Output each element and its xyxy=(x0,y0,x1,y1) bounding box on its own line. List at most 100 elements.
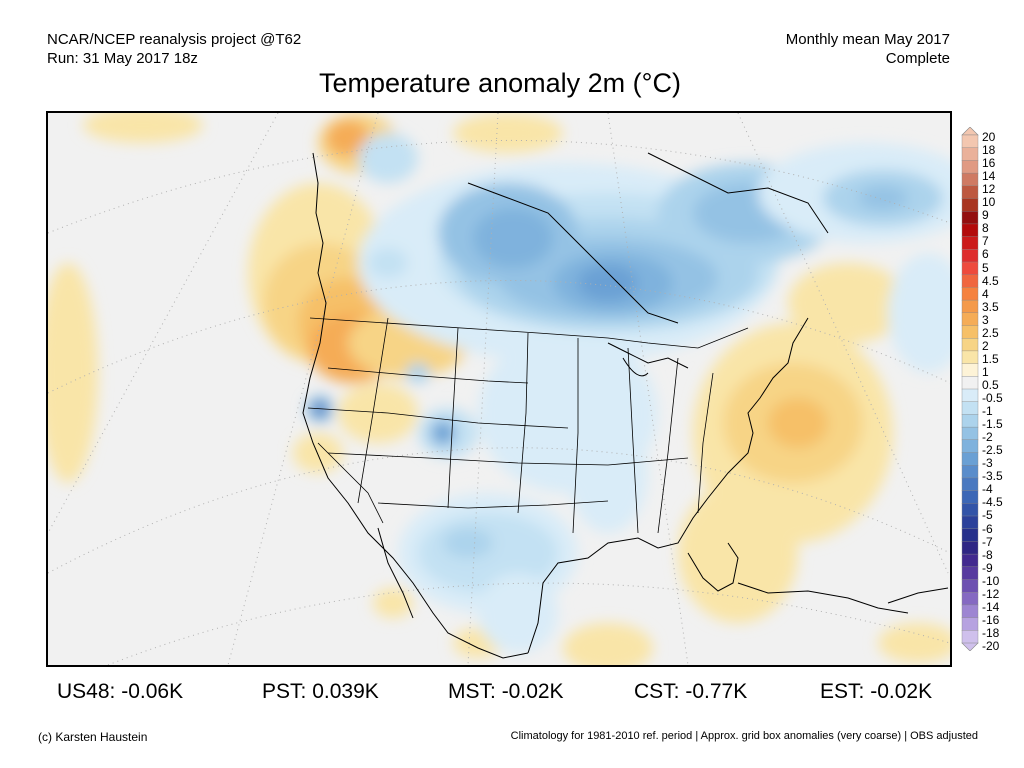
legend-swatch xyxy=(961,592,979,606)
legend-label: 12 xyxy=(982,182,996,197)
legend-swatch xyxy=(961,439,979,453)
legend-label: 7 xyxy=(982,234,989,249)
legend-swatch xyxy=(961,541,979,555)
stat-value: -0.77K xyxy=(685,680,748,703)
legend-label: -1.5 xyxy=(982,417,1003,432)
legend-labels: 20 18 16 14 12 10 9 8 7 6 5 4.5 4 3.5 3 2.5 2 1.5 1 0.5 -0.5… xyxy=(982,130,1022,653)
legend-swatch xyxy=(961,261,979,276)
color-legend xyxy=(958,127,982,651)
legend-swatch xyxy=(961,566,979,580)
legend-label: -18 xyxy=(982,625,1000,640)
legend-label: 10 xyxy=(982,195,996,210)
legend-label: 0.5 xyxy=(982,377,999,392)
legend-label: -0.5 xyxy=(982,391,1003,405)
legend-label: -1 xyxy=(982,404,993,419)
legend-swatch xyxy=(961,414,979,428)
stat-us48: US48: -0.06K xyxy=(57,680,183,704)
stat-est: EST: -0.02K xyxy=(820,680,932,704)
legend-label: 18 xyxy=(982,143,996,158)
stat-mst: MST: -0.02K xyxy=(448,680,564,704)
legend-swatch xyxy=(961,388,979,403)
legend-swatch xyxy=(961,134,979,149)
legend-label: 1 xyxy=(982,364,989,379)
legend-swatch xyxy=(961,426,979,441)
legend-label: -4.5 xyxy=(982,495,1003,510)
legend-label: -5 xyxy=(982,508,993,523)
legend-swatch xyxy=(961,604,979,619)
coastlines xyxy=(302,152,949,659)
legend-swatch xyxy=(961,579,979,593)
legend-label: -12 xyxy=(982,586,1000,601)
region-stats: US48: -0.06K PST: 0.039K MST: -0.02K CST… xyxy=(0,680,1024,706)
legend-swatch xyxy=(961,236,979,250)
legend-label: 8 xyxy=(982,221,989,236)
legend-label: -16 xyxy=(982,612,1000,627)
legend-swatch xyxy=(961,287,979,301)
legend-label: 4 xyxy=(982,286,989,301)
legend-label: -3.5 xyxy=(982,469,1003,484)
legend-swatch xyxy=(961,337,979,352)
stat-label: PST: xyxy=(262,680,307,703)
legend-swatch xyxy=(961,503,979,517)
legend-swatch xyxy=(961,185,979,199)
graticule xyxy=(48,113,950,665)
legend-swatch xyxy=(961,477,979,492)
legend-label: 5 xyxy=(982,260,989,275)
stat-label: MST: xyxy=(448,680,496,703)
stat-label: US48: xyxy=(57,680,116,703)
legend-swatch xyxy=(961,274,979,288)
stat-pst: PST: 0.039K xyxy=(262,680,379,704)
legend-swatch xyxy=(961,172,979,187)
source-label: NCAR/NCEP reanalysis project @T62 xyxy=(47,31,302,48)
legend-min-arrow xyxy=(961,642,979,651)
legend-label: 2 xyxy=(982,338,989,353)
legend-swatch xyxy=(961,553,979,568)
legend-label: 1.5 xyxy=(982,351,999,366)
footnote: Climatology for 1981-2010 ref. period | … xyxy=(510,730,978,742)
legend-swatch xyxy=(961,630,979,644)
legend-label: -3 xyxy=(982,456,993,471)
legend-swatch xyxy=(961,160,979,174)
legend-swatch xyxy=(961,210,979,225)
status-label: Complete xyxy=(885,50,950,67)
legend-swatch xyxy=(961,198,979,212)
legend-label: -8 xyxy=(982,547,993,562)
legend-swatch xyxy=(961,617,979,631)
legend-label: -20 xyxy=(982,638,1000,653)
legend-swatch xyxy=(961,325,979,339)
legend-max-arrow xyxy=(961,127,979,136)
legend-label: 6 xyxy=(982,247,989,262)
legend-label: 3 xyxy=(982,312,989,327)
stat-cst: CST: -0.77K xyxy=(634,680,747,704)
map-title: Temperature anomaly 2m (°C) xyxy=(319,68,681,98)
legend-label: 2.5 xyxy=(982,325,999,340)
anomaly-field xyxy=(48,113,950,665)
legend-label: 9 xyxy=(982,208,989,223)
legend-label: -7 xyxy=(982,534,993,549)
legend-label: 4.5 xyxy=(982,273,999,288)
legend-swatch xyxy=(961,528,979,542)
legend-label: 16 xyxy=(982,156,996,171)
legend-label: -2.5 xyxy=(982,443,1003,458)
legend-swatch xyxy=(961,376,979,390)
legend-swatch xyxy=(961,465,979,479)
legend-label: 20 xyxy=(982,130,996,144)
stat-value: -0.02K xyxy=(870,680,933,703)
run-label: Run: 31 May 2017 18z xyxy=(47,50,198,67)
legend-swatch xyxy=(961,401,979,415)
legend-color-bar xyxy=(961,127,979,651)
stat-label: EST: xyxy=(820,680,865,703)
legend-label: 14 xyxy=(982,169,996,184)
anomaly-map xyxy=(48,113,950,665)
legend-swatch xyxy=(961,299,979,314)
legend-swatch xyxy=(961,363,979,377)
legend-label: -14 xyxy=(982,599,1000,614)
period-info: Monthly mean May 2017 Complete xyxy=(786,30,950,68)
legend-label: -10 xyxy=(982,573,1000,588)
stat-label: CST: xyxy=(634,680,680,703)
stat-value: -0.06K xyxy=(121,680,184,703)
legend-swatch xyxy=(961,147,979,161)
stat-value: -0.02K xyxy=(501,680,564,703)
copyright: (c) Karsten Haustein xyxy=(38,730,148,744)
legend-swatch xyxy=(961,312,979,327)
